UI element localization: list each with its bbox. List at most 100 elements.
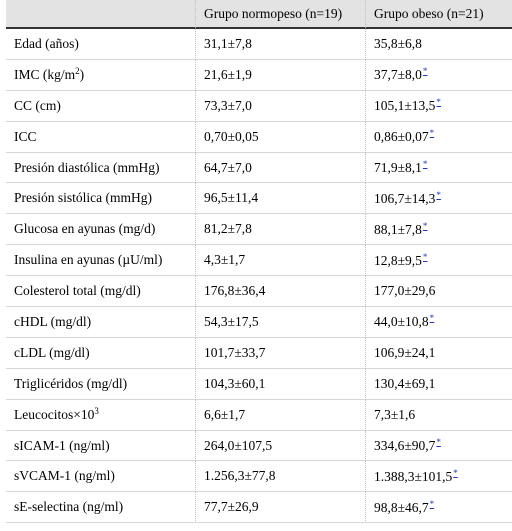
obeso-value: 1.388,3±101,5* — [365, 461, 512, 493]
table-row: Colesterol total (mg/dl) 176,8±36,4 177,0±… — [6, 276, 512, 308]
row-label-text: Presión diastólica (mmHg) — [14, 159, 160, 175]
significance-marker-link[interactable]: * — [422, 220, 428, 231]
row-label-superscript: 3 — [94, 405, 99, 416]
normopeso-value-text: 0,70±0,05 — [204, 128, 259, 144]
obeso-value: 0,86±0,07* — [365, 121, 512, 153]
normopeso-value: 21,6±1,9 — [195, 59, 365, 91]
normopeso-value-text: 31,1±7,8 — [204, 35, 252, 51]
significance-marker-link[interactable]: * — [429, 128, 435, 139]
row-label-text: cLDL (mg/dl) — [14, 344, 90, 360]
normopeso-value: 264,0±107,5 — [195, 430, 365, 462]
row-label: sVCAM-1 (ng/ml) — [6, 461, 195, 493]
table-row: Triglicéridos (mg/dl) 104,3±60,1 130,4±69,… — [6, 368, 512, 400]
row-label-text: Colesterol total (mg/dl) — [14, 283, 141, 299]
normopeso-value: 176,8±36,4 — [195, 276, 365, 308]
normopeso-value-text: 1.256,3±77,8 — [204, 468, 276, 484]
significance-marker-link[interactable]: * — [429, 498, 435, 509]
obeso-value: 106,9±24,1 — [365, 337, 512, 369]
obeso-value-text: 105,1±13,5 — [374, 98, 436, 114]
row-label: IMC (kg/m2) — [6, 60, 195, 91]
significance-marker-link[interactable]: * — [436, 97, 441, 108]
normopeso-value-text: 73,3±7,0 — [204, 97, 252, 113]
normopeso-value: 101,7±33,7 — [195, 337, 365, 369]
normopeso-value: 6,6±1,7 — [195, 399, 365, 431]
obeso-value: 177,0±29,6 — [365, 276, 512, 308]
normopeso-value-text: 21,6±1,9 — [204, 66, 252, 82]
row-label: cHDL (mg/dl) — [6, 307, 195, 338]
row-label-text: Edad (años) — [14, 35, 79, 51]
table-row: sVCAM-1 (ng/ml) 1.256,3±77,8 1.388,3±101,5… — [6, 461, 512, 493]
normopeso-value-text: 6,6±1,7 — [204, 406, 246, 422]
normopeso-value: 73,3±7,0 — [195, 90, 365, 122]
row-label: sE-selectina (ng/ml) — [6, 492, 195, 524]
row-label: sICAM-1 (ng/ml) — [6, 431, 195, 462]
table-row: sICAM-1 (ng/ml) 264,0±107,5 334,6±90,7* — [6, 430, 512, 462]
normopeso-value-text: 104,3±60,1 — [204, 375, 266, 391]
obeso-value-text: 37,7±8,0 — [374, 67, 422, 83]
row-label-text: Leucocitos×10 — [14, 406, 95, 422]
normopeso-value: 4,3±1,7 — [195, 245, 365, 277]
obeso-value: 105,1±13,5* — [365, 90, 512, 122]
significance-marker-link[interactable]: * — [453, 467, 458, 478]
obeso-value: 35,8±6,8 — [365, 29, 512, 60]
normopeso-value-text: 101,7±33,7 — [204, 344, 266, 360]
row-label: Edad (años) — [6, 29, 195, 60]
normopeso-value: 104,3±60,1 — [195, 368, 365, 400]
header-cell-obeso: Grupo obeso (n=21) — [365, 0, 512, 29]
obeso-value: 37,7±8,0* — [365, 59, 512, 91]
obeso-value-text: 130,4±69,1 — [374, 375, 436, 391]
header-cell-variable — [6, 0, 195, 29]
normopeso-value: 77,7±26,9 — [195, 492, 365, 524]
significance-marker-link[interactable]: * — [422, 66, 428, 77]
normopeso-value: 64,7±7,0 — [195, 152, 365, 184]
row-label: Presión diastólica (mmHg) — [6, 153, 195, 184]
table-row: Insulina en ayunas (µU/ml) 4,3±1,7 12,8±9,… — [6, 245, 512, 277]
table-row: sE-selectina (ng/ml) 77,7±26,9 98,8±46,7* — [6, 492, 512, 524]
row-label-suffix: ) — [79, 66, 85, 82]
normopeso-value: 31,1±7,8 — [195, 29, 365, 60]
normopeso-value: 81,2±7,8 — [195, 214, 365, 246]
row-label: cLDL (mg/dl) — [6, 338, 195, 369]
significance-marker-link[interactable]: * — [436, 437, 441, 448]
row-label-text: Presión sistólica (mmHg) — [14, 190, 152, 206]
normopeso-value-text: 54,3±17,5 — [204, 313, 259, 329]
obeso-value: 12,8±9,5* — [365, 245, 512, 277]
significance-marker-link[interactable]: * — [429, 313, 435, 324]
table-row: Leucocitos×103 6,6±1,7 7,3±1,6 — [6, 399, 512, 431]
table-row: cLDL (mg/dl) 101,7±33,7 106,9±24,1 — [6, 337, 512, 369]
normopeso-value: 1.256,3±77,8 — [195, 461, 365, 493]
header-cell-normopeso: Grupo normopeso (n=19) — [195, 0, 365, 29]
row-label-text: IMC (kg/m — [14, 66, 76, 82]
table-row: Presión diastólica (mmHg) 64,7±7,0 71,9±8,… — [6, 152, 512, 184]
normopeso-value: 0,70±0,05 — [195, 121, 365, 153]
row-label: ICC — [6, 122, 195, 153]
obeso-value: 7,3±1,6 — [365, 399, 512, 431]
significance-marker-link[interactable]: * — [436, 189, 441, 200]
obeso-value-text: 177,0±29,6 — [374, 283, 436, 299]
table-row: IMC (kg/m2) 21,6±1,9 37,7±8,0* — [6, 59, 512, 91]
significance-marker-link[interactable]: * — [422, 159, 428, 169]
normopeso-value: 54,3±17,5 — [195, 307, 365, 338]
obeso-value: 71,9±8,1* — [365, 152, 512, 184]
table-row: ICC 0,70±0,05 0,86±0,07* — [6, 121, 512, 153]
data-table: Grupo normopeso (n=19) Grupo obeso (n=21… — [6, 0, 512, 524]
row-label-text: sICAM-1 (ng/ml) — [14, 437, 110, 453]
obeso-value-text: 88,1±7,8 — [374, 221, 422, 237]
obeso-value-text: 334,6±90,7 — [374, 438, 436, 454]
obeso-value-text: 71,9±8,1 — [374, 160, 422, 175]
normopeso-value-text: 96,5±11,4 — [204, 190, 259, 206]
normopeso-value-text: 64,7±7,0 — [204, 159, 252, 175]
obeso-value-text: 44,0±10,8 — [374, 314, 429, 330]
significance-marker-link[interactable]: * — [422, 251, 428, 262]
row-label: Presión sistólica (mmHg) — [6, 183, 195, 215]
table-row: cHDL (mg/dl) 54,3±17,5 44,0±10,8* — [6, 307, 512, 338]
row-label: Insulina en ayunas (µU/ml) — [6, 245, 195, 277]
obeso-value-text: 35,8±6,8 — [374, 35, 422, 51]
normopeso-value-text: 81,2±7,8 — [204, 221, 252, 237]
obeso-value: 334,6±90,7* — [365, 430, 512, 462]
normopeso-value: 96,5±11,4 — [195, 183, 365, 215]
obeso-value: 98,8±46,7* — [365, 492, 512, 524]
row-label-text: Triglicéridos (mg/dl) — [14, 375, 128, 391]
normopeso-value-text: 176,8±36,4 — [204, 283, 266, 299]
row-label-superscript: 2 — [75, 65, 80, 76]
